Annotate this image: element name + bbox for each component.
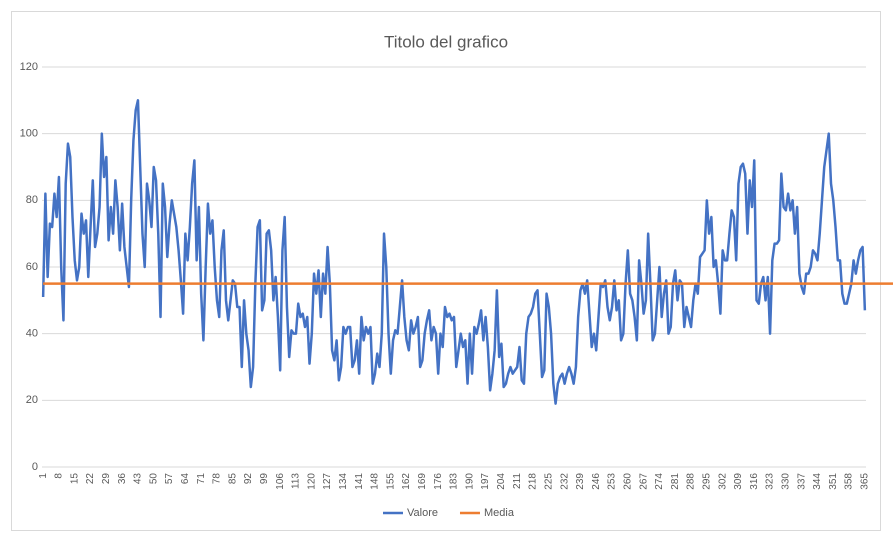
x-tick-label: 344 bbox=[812, 473, 823, 490]
x-tick-label: 274 bbox=[654, 473, 665, 490]
x-tick-label: 183 bbox=[449, 473, 460, 490]
x-tick-label: 92 bbox=[243, 473, 254, 485]
legend-label: Media bbox=[484, 507, 515, 519]
x-tick-label: 64 bbox=[180, 473, 191, 485]
legend-label: Valore bbox=[407, 507, 438, 519]
x-tick-label: 351 bbox=[828, 473, 839, 490]
x-tick-label: 71 bbox=[196, 473, 207, 485]
x-tick-label: 309 bbox=[733, 473, 744, 490]
x-tick-label: 197 bbox=[480, 473, 491, 490]
x-tick-label: 113 bbox=[291, 473, 302, 489]
x-tick-label: 225 bbox=[543, 473, 554, 490]
x-tick-label: 8 bbox=[54, 473, 65, 479]
y-tick-label: 80 bbox=[26, 194, 38, 206]
series-line bbox=[41, 99, 867, 405]
x-tick-label: 281 bbox=[670, 473, 681, 490]
x-tick-label: 169 bbox=[417, 473, 428, 490]
y-tick-label: 20 bbox=[26, 394, 38, 406]
y-tick-label: 100 bbox=[20, 128, 38, 140]
x-tick-label: 148 bbox=[370, 473, 381, 490]
x-tick-label: 323 bbox=[765, 473, 776, 490]
x-tick-label: 337 bbox=[796, 473, 807, 490]
x-tick-label: 358 bbox=[844, 473, 855, 490]
x-tick-label: 127 bbox=[322, 473, 333, 490]
x-tick-label: 29 bbox=[101, 473, 112, 485]
x-tick-label: 253 bbox=[607, 473, 618, 490]
x-tick-label: 204 bbox=[496, 473, 507, 490]
x-tick-label: 316 bbox=[749, 473, 760, 490]
x-tick-label: 78 bbox=[212, 473, 223, 485]
x-tick-label: 288 bbox=[686, 473, 697, 490]
y-tick-label: 0 bbox=[32, 461, 38, 473]
x-tick-label: 260 bbox=[622, 473, 633, 490]
x-tick-label: 365 bbox=[860, 473, 871, 490]
x-tick-label: 43 bbox=[133, 473, 144, 485]
x-tick-label: 218 bbox=[528, 473, 539, 490]
x-tick-label: 162 bbox=[401, 473, 412, 490]
x-tick-label: 239 bbox=[575, 473, 586, 490]
y-tick-label: 120 bbox=[20, 61, 38, 73]
x-tick-label: 267 bbox=[638, 473, 649, 490]
y-tick-label: 60 bbox=[26, 261, 38, 273]
x-tick-label: 330 bbox=[780, 473, 791, 490]
x-tick-label: 15 bbox=[69, 473, 80, 485]
x-tick-label: 232 bbox=[559, 473, 570, 490]
x-tick-label: 120 bbox=[306, 473, 317, 490]
x-tick-label: 99 bbox=[259, 473, 270, 485]
x-tick-label: 1 bbox=[38, 473, 49, 479]
x-tick-label: 57 bbox=[164, 473, 175, 485]
x-tick-label: 190 bbox=[464, 473, 475, 490]
x-tick-label: 211 bbox=[512, 473, 523, 489]
x-tick-label: 85 bbox=[227, 473, 238, 485]
chart-title: Titolo del grafico bbox=[384, 32, 508, 51]
x-tick-label: 141 bbox=[354, 473, 365, 490]
x-tick-label: 155 bbox=[385, 473, 396, 490]
x-tick-label: 176 bbox=[433, 473, 444, 490]
x-tick-label: 36 bbox=[117, 473, 128, 485]
x-tick-label: 295 bbox=[701, 473, 712, 490]
chart-frame bbox=[11, 11, 881, 531]
x-tick-label: 134 bbox=[338, 473, 349, 490]
x-tick-label: 106 bbox=[275, 473, 286, 490]
x-tick-label: 246 bbox=[591, 473, 602, 490]
x-tick-label: 22 bbox=[85, 473, 96, 485]
y-tick-label: 40 bbox=[26, 328, 38, 340]
x-tick-label: 302 bbox=[717, 473, 728, 490]
x-tick-label: 50 bbox=[148, 473, 159, 485]
